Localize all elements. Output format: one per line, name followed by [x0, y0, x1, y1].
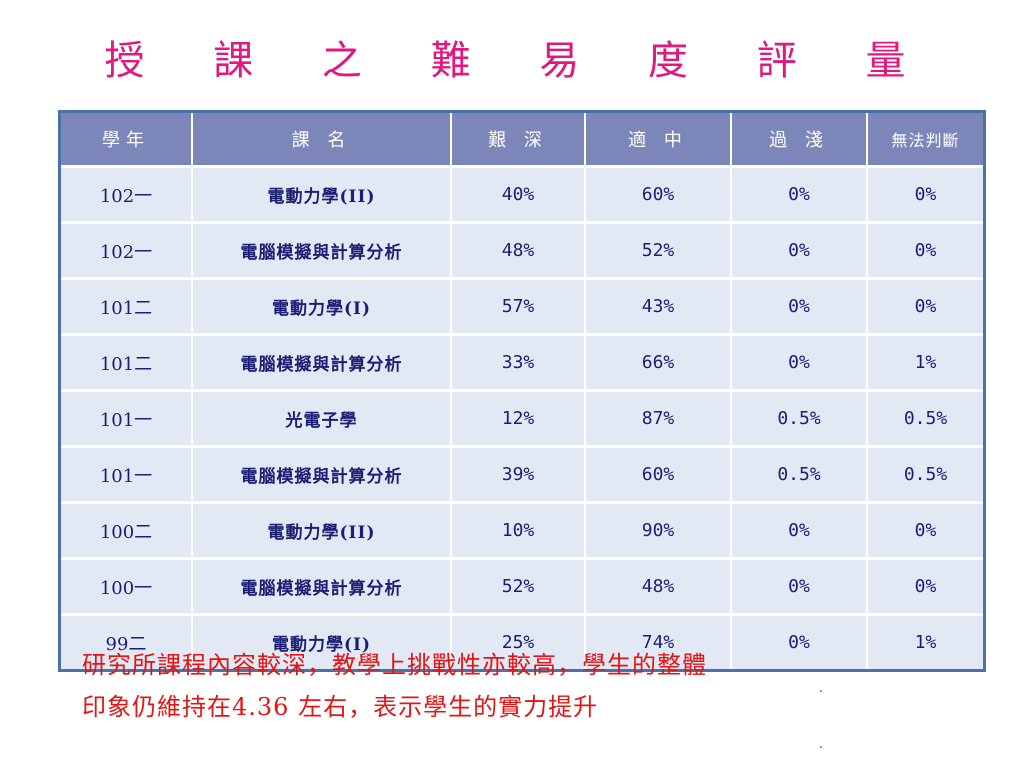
- cell-undetermined: 0%: [866, 221, 983, 279]
- cell-undetermined: 0.5%: [866, 389, 983, 447]
- cell-year: 100二: [61, 501, 192, 559]
- cell-easy: 0%: [730, 333, 867, 391]
- cell-moderate: 66%: [584, 333, 731, 391]
- table-row: 101二 電腦模擬與計算分析 33% 66% 0% 1%: [61, 333, 983, 391]
- cell-hard: 39%: [450, 445, 585, 503]
- cell-hard: 33%: [450, 333, 585, 391]
- table-row: 100二 電動力學(II) 10% 90% 0% 0%: [61, 501, 983, 559]
- cell-course: 電腦模擬與計算分析: [191, 221, 451, 279]
- cell-undetermined: 0%: [866, 501, 983, 559]
- cell-course: 電動力學(II): [191, 165, 451, 223]
- cell-undetermined: 0%: [866, 557, 983, 615]
- cell-moderate: 60%: [584, 445, 731, 503]
- cell-moderate: 90%: [584, 501, 731, 559]
- cell-moderate: 74%: [584, 613, 731, 669]
- summary-note-line-2: 印象仍維持在4.36 左右，表示學生的實力提升: [82, 693, 599, 721]
- cell-year: 101一: [61, 445, 192, 503]
- cell-year: 101二: [61, 277, 192, 335]
- cell-course: 電腦模擬與計算分析: [191, 333, 451, 391]
- cell-year: 101一: [61, 389, 192, 447]
- summary-note-line-1: 研究所課程內容較深，教學上挑戰性亦較高，學生的整體: [82, 651, 707, 679]
- cell-course: 電動力學(I): [191, 613, 451, 669]
- cell-course: 電動力學(I): [191, 277, 451, 335]
- cell-year: 101二: [61, 333, 192, 391]
- header-undetermined: 無法判斷: [866, 113, 983, 167]
- cell-hard: 52%: [450, 557, 585, 615]
- cell-course: 電腦模擬與計算分析: [191, 445, 451, 503]
- cell-moderate: 52%: [584, 221, 731, 279]
- table-row: 101一 電腦模擬與計算分析 39% 60% 0.5% 0.5%: [61, 445, 983, 503]
- cell-year: 102一: [61, 165, 192, 223]
- header-year: 學年: [61, 113, 192, 167]
- decorative-dot: [820, 746, 822, 748]
- table-header-row: 學年 課 名 艱 深 適 中 過 淺 無法判斷: [61, 113, 983, 167]
- difficulty-table: 學年 課 名 艱 深 適 中 過 淺 無法判斷 102一 電動力學(II) 40% 6…: [58, 110, 986, 672]
- cell-moderate: 48%: [584, 557, 731, 615]
- cell-easy: 0%: [730, 557, 867, 615]
- table-row: 99二 電動力學(I) 25% 74% 0% 1%: [61, 613, 983, 669]
- table-row: 100一 電腦模擬與計算分析 52% 48% 0% 0%: [61, 557, 983, 615]
- table-row: 102一 電動力學(II) 40% 60% 0% 0%: [61, 165, 983, 223]
- table-row: 101二 電動力學(I) 57% 43% 0% 0%: [61, 277, 983, 335]
- cell-undetermined: 0.5%: [866, 445, 983, 503]
- cell-year: 99二: [61, 613, 192, 669]
- header-moderate: 適 中: [584, 113, 731, 167]
- header-hard: 艱 深: [450, 113, 585, 167]
- summary-note: 研究所課程內容較深，教學上挑戰性亦較高，學生的整體 印象仍維持在4.36 左右，…: [82, 644, 707, 728]
- header-course: 課 名: [191, 113, 451, 167]
- cell-easy: 0%: [730, 277, 867, 335]
- cell-course: 光電子學: [191, 389, 451, 447]
- table-row: 102一 電腦模擬與計算分析 48% 52% 0% 0%: [61, 221, 983, 279]
- cell-hard: 12%: [450, 389, 585, 447]
- cell-undetermined: 1%: [866, 613, 983, 669]
- cell-undetermined: 1%: [866, 333, 983, 391]
- cell-course: 電腦模擬與計算分析: [191, 557, 451, 615]
- cell-easy: 0.5%: [730, 445, 867, 503]
- cell-year: 100一: [61, 557, 192, 615]
- cell-undetermined: 0%: [866, 165, 983, 223]
- table-body: 102一 電動力學(II) 40% 60% 0% 0% 102一 電腦模擬與計算分析 48% 52…: [61, 165, 983, 669]
- cell-undetermined: 0%: [866, 277, 983, 335]
- page-title: 授 課 之 難 易 度 評 量: [104, 38, 934, 84]
- decorative-dot: [820, 690, 822, 692]
- cell-easy: 0%: [730, 501, 867, 559]
- cell-year: 102一: [61, 221, 192, 279]
- cell-easy: 0.5%: [730, 389, 867, 447]
- header-easy: 過 淺: [730, 113, 867, 167]
- cell-easy: 0%: [730, 613, 867, 669]
- cell-hard: 40%: [450, 165, 585, 223]
- cell-hard: 48%: [450, 221, 585, 279]
- cell-moderate: 60%: [584, 165, 731, 223]
- cell-moderate: 87%: [584, 389, 731, 447]
- cell-course: 電動力學(II): [191, 501, 451, 559]
- cell-easy: 0%: [730, 165, 867, 223]
- cell-moderate: 43%: [584, 277, 731, 335]
- cell-easy: 0%: [730, 221, 867, 279]
- cell-hard: 10%: [450, 501, 585, 559]
- table-row: 101一 光電子學 12% 87% 0.5% 0.5%: [61, 389, 983, 447]
- cell-hard: 57%: [450, 277, 585, 335]
- cell-hard: 25%: [450, 613, 585, 669]
